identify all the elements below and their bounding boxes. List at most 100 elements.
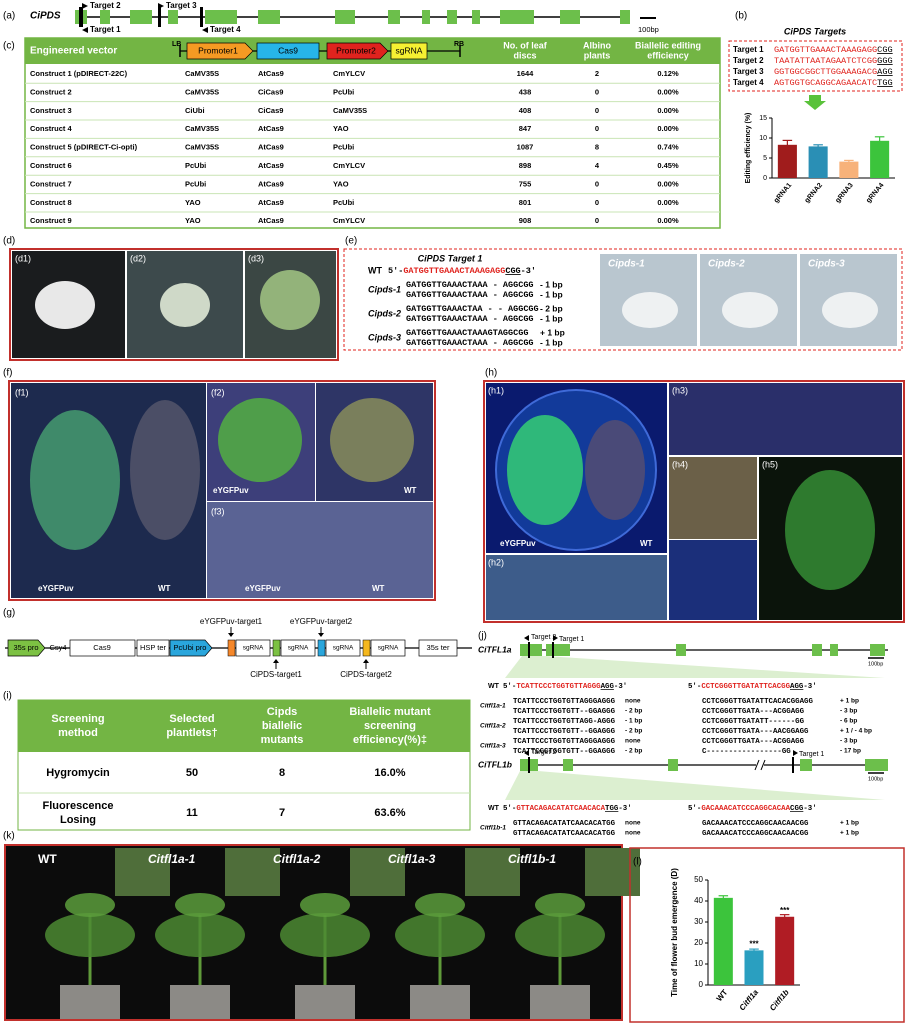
table-cell: Construct 5 (pDIRECT-Ci-opti) (30, 143, 138, 152)
plant-label: WT (38, 852, 57, 866)
target-site (792, 757, 794, 773)
break-mark (754, 759, 760, 771)
sequence-part: TCATTCCCTGGTGTT--GGAGGG (513, 708, 616, 716)
arrow (82, 27, 88, 33)
sequence: GACAAACATCCCAGGCAACAACGG (702, 820, 809, 828)
arrow (202, 27, 208, 33)
sequence-part: GGG (877, 56, 892, 66)
error-bar (718, 895, 729, 900)
label: - 2 bp (625, 708, 642, 715)
label: (f2) (211, 387, 225, 397)
sequence-part: TCATTCCCTGGTGTTAGGGAGGG (513, 698, 616, 706)
element-label: sgRNA (378, 645, 399, 652)
label: - 2 bp (625, 748, 642, 755)
bar (713, 897, 733, 985)
sequence-part: TCATTCCCTGGTGTTAGGGAGGG (513, 738, 616, 746)
column-header: Albino (583, 40, 611, 50)
sequence-part: GTTACAGACATATCAACACATGG (513, 830, 616, 838)
sequence-part: TCATTCCCTGGTGTTAGG-AGGG (513, 718, 616, 726)
sequence: GATGGTTGAAACTAAA - AGGCGG (406, 338, 534, 348)
exon (258, 10, 280, 24)
table-cell: YAO (185, 216, 201, 225)
column-header: mutants (261, 734, 304, 746)
exon (100, 10, 110, 24)
sequence-part: 5'- (388, 266, 403, 276)
sequence-part: GATGGTTGAAACTAAAGTAGGCGG (406, 328, 528, 338)
label: (d3) (248, 253, 264, 263)
label: Target 3 (733, 67, 764, 76)
label: eYGFPuv (500, 539, 536, 548)
sgrna-box (325, 639, 361, 657)
label: WT (158, 584, 171, 593)
label: (f3) (211, 506, 225, 516)
sequence: AGTGGTGCAGGCAGAACATCTGG (774, 78, 893, 88)
sequence-part: -3' (521, 266, 536, 276)
y-tick-label: 50 (694, 875, 703, 884)
table-cell: 8 (595, 143, 599, 152)
label: (h2) (488, 557, 504, 567)
sequence: GACAAACATCCCAGGCAACAACGG (702, 830, 809, 838)
table-cell: PcUbi (333, 87, 354, 96)
element-label: PcUbi pro (174, 643, 207, 652)
bar (808, 146, 828, 178)
exon (668, 759, 678, 771)
table-cell: Construct 6 (30, 161, 72, 170)
label: - 1 bp (540, 313, 563, 323)
sequence-part: GTTACAGACATATCAACACATGG (513, 820, 616, 828)
table-cell: 0.00% (657, 87, 679, 96)
sequence-part: GATGGTTGAAACTAAA - AGGCGG (406, 290, 534, 300)
label: (l) (633, 857, 642, 868)
element-label: sgRNA (288, 645, 309, 652)
element-label: sgRNA (243, 645, 264, 652)
table-cell: 0.00% (657, 124, 679, 133)
target-site (79, 7, 83, 27)
exon (830, 644, 838, 656)
plant-label: Citfl1a-1 (148, 852, 196, 866)
label: + 1 bp (840, 820, 859, 827)
exon (130, 10, 152, 24)
label: - 6 bp (840, 718, 857, 725)
label: (h4) (672, 459, 688, 469)
sequence-part: TCATTCCCTGGTGTTAGGG (516, 683, 601, 691)
label: Cipds-2 (708, 259, 745, 270)
arrow-head (318, 633, 324, 637)
label: WT (488, 805, 500, 812)
albino-plant (622, 292, 678, 328)
sgrna-box (370, 639, 406, 657)
sequence: TCATTCCCTGGTGTTAGGGAGGG (513, 738, 616, 746)
label: CiPDS (30, 11, 61, 22)
error-bar (782, 139, 793, 150)
element-label: HSP ter (140, 643, 167, 652)
table-cell: CiCas9 (258, 87, 283, 96)
label: (h) (485, 368, 497, 379)
bar (777, 144, 797, 178)
foliage (280, 913, 370, 957)
column-header: Selected (169, 713, 214, 725)
sequence-part: TCATTCCCTGGTGTT--GGAGGG (513, 728, 616, 736)
label: none (625, 820, 641, 827)
sequence-part: AGG (877, 67, 892, 77)
sequence: TCATTCCCTGGTGTTAGGGAGGG (513, 698, 616, 706)
table-cell: CaMV35S (185, 124, 219, 133)
table-cell: Construct 4 (30, 124, 73, 133)
label: + 1 bp (840, 698, 859, 705)
plant-label: Citfl1a-2 (273, 852, 321, 866)
label: 100bp (638, 25, 659, 34)
label: none (625, 830, 641, 837)
dashed-frame (343, 248, 903, 351)
table-frame (17, 699, 471, 831)
column-header: plants (584, 50, 611, 60)
sequence-part: GTTACAGACATATCAACACA (516, 805, 605, 813)
table-cell: Fluorescence (43, 800, 114, 812)
sequence: TCATTCCCTGGTGTT--GGAGGG (513, 708, 616, 716)
label: Target 2 (733, 56, 764, 65)
label: Target 2 (531, 749, 556, 756)
fluorescent-plant (785, 470, 875, 590)
arrow-head (228, 633, 234, 637)
element-label: 35s ter (427, 643, 450, 652)
target-site (200, 7, 203, 27)
label: WT (372, 584, 385, 593)
label: - 3 bp (840, 738, 857, 745)
cas9-box (256, 42, 320, 60)
foliage (415, 893, 465, 917)
